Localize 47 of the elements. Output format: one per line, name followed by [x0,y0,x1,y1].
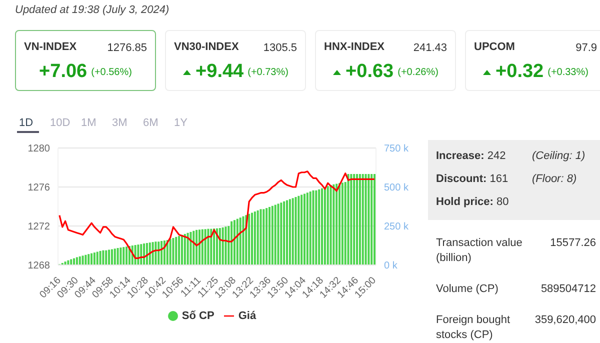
text: Increase: [436,150,484,162]
y-tick-label: 1272 [28,222,50,233]
text: 3M [112,117,128,129]
text: (Floor: 8) [532,173,577,185]
text: (+0.33%) [548,66,588,78]
y2-tick-label: 750 k [384,144,410,155]
text: (+0.73%) [248,66,288,78]
text: 1Y [174,117,188,129]
y-tick-label: 1268 [28,260,50,272]
legend-label: Giá [238,310,256,322]
text: Updated at 19:38 (July 3, 2024) [15,4,170,16]
text: UPCOM [474,41,515,53]
text: VN-INDEX [24,41,77,53]
text: Discount: [436,173,487,185]
text: 161 [490,173,508,185]
text: 1M [81,117,96,129]
text: Hold price: [436,196,494,208]
text: +9.44 [196,61,244,82]
y2-tick-label: 250 k [384,222,410,233]
text: 241.43 [413,42,447,54]
text: HNX-INDEX [324,41,385,53]
text: 1276.85 [107,42,147,54]
text: (+0.26%) [398,66,438,78]
text: 242 [487,150,506,162]
y2-tick-label: 500 k [384,182,410,194]
text: (Ceiling: 1) [532,150,586,162]
text: (+0.56%) [91,66,132,78]
text: VN30-INDEX [174,41,239,53]
text: 15577.26 [550,236,596,251]
text: 589504712 [540,282,596,297]
text: +7.06 [39,61,88,82]
text: +0.63 [346,61,394,82]
text: +0.32 [496,61,544,82]
y-tick-label: 1280 [28,144,50,155]
text: Volume (CP) [436,282,500,297]
text: 1305.5 [263,42,297,54]
text: 1D [19,117,34,129]
text: 97.9 [576,42,597,54]
text: 80 [496,196,509,208]
y-tick-label: 1276 [28,182,50,194]
text: Foreign bought stocks (CP) [436,313,511,343]
y2-tick-label: 0 k [384,260,398,272]
legend-label: Số CP [182,310,214,322]
text: 359,620,400 [534,313,596,328]
text: Transaction value (billion) [436,236,524,266]
text: 10D [50,117,70,129]
text: 6M [143,117,158,129]
